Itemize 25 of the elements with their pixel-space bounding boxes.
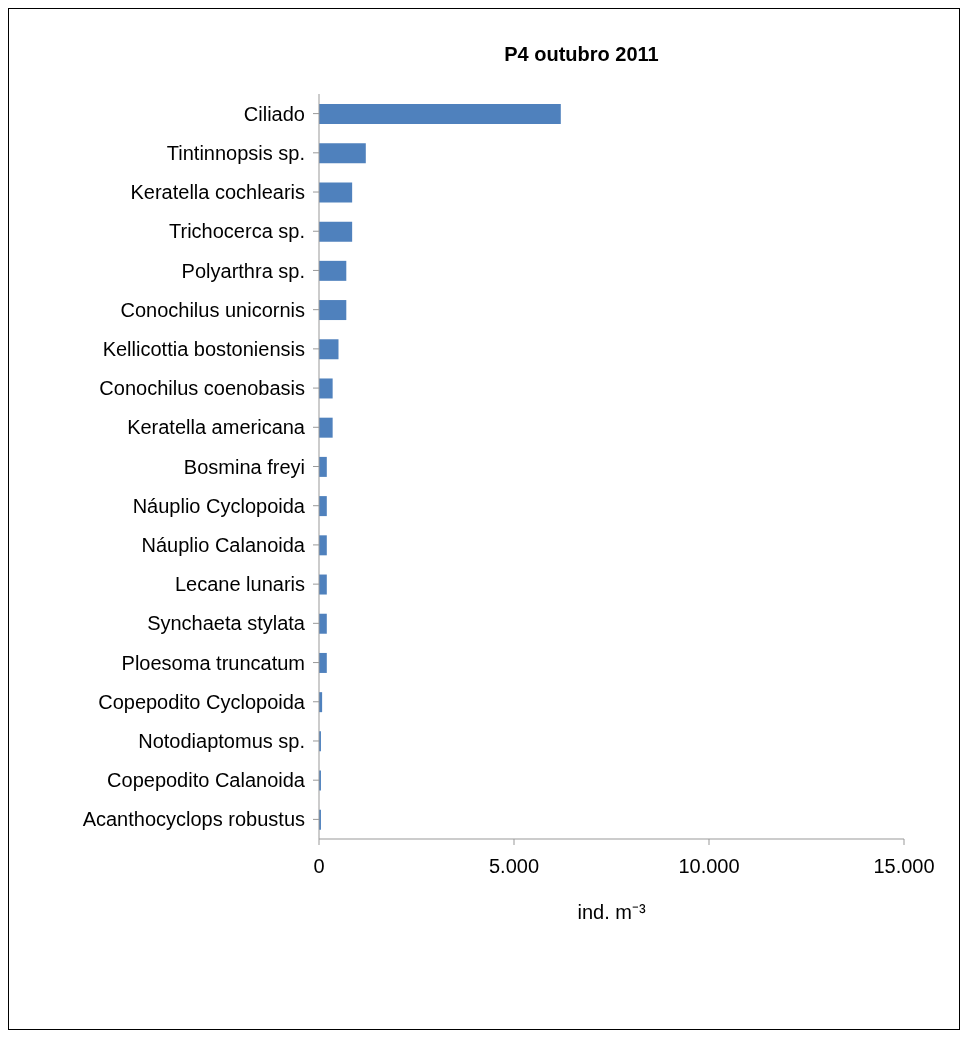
- x-tick-label: 10.000: [678, 855, 740, 878]
- y-tick-label: Kellicottia bostoniensis: [102, 337, 305, 360]
- y-tick-label: Copepodito Calanoida: [107, 769, 306, 792]
- y-tick-label: Trichocerca sp.: [169, 220, 305, 243]
- x-axis-title: ind. m⁻³: [577, 901, 646, 923]
- y-tick-label: Conochilus unicornis: [120, 298, 305, 321]
- y-tick-label: Notodiaptomus sp.: [138, 730, 305, 753]
- chart-title: P4 outubro 2011: [504, 43, 659, 65]
- y-tick-label: Bosmina freyi: [183, 455, 305, 478]
- x-tick-label: 0: [313, 855, 325, 878]
- y-tick-label: Keratella americana: [127, 416, 306, 439]
- y-tick-label: Náuplio Calanoida: [141, 534, 306, 557]
- y-tick-label: Tintinnopsis sp.: [166, 141, 305, 164]
- y-tick-label: Conochilus coenobasis: [99, 377, 305, 400]
- y-tick-label: Keratella cochlearis: [130, 181, 305, 204]
- y-tick-label: Ciliado: [243, 102, 305, 125]
- y-tick-label: Náuplio Cyclopoida: [132, 494, 306, 517]
- x-tick-label: 15.000: [873, 855, 935, 878]
- x-tick-label: 5.000: [488, 855, 540, 878]
- y-tick-label: Polyarthra sp.: [181, 259, 305, 282]
- y-tick-label: Copepodito Cyclopoida: [98, 690, 306, 713]
- y-tick-label: Synchaeta stylata: [147, 612, 306, 635]
- y-tick-label: Acanthocyclops robustus: [82, 808, 305, 831]
- y-tick-label: Ploesoma truncatum: [121, 651, 305, 674]
- y-tick-label: Lecane lunaris: [174, 573, 305, 596]
